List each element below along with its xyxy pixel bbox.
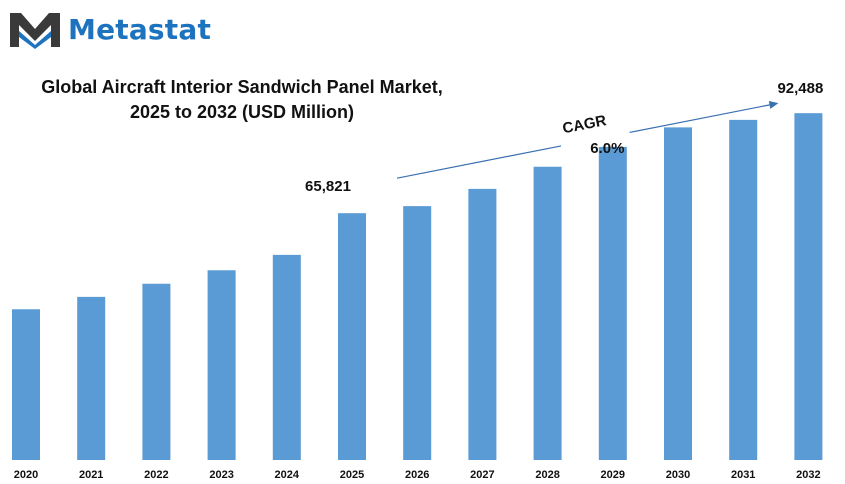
metastat-m-logo-icon: [10, 13, 60, 49]
cagr-annotation: CAGR 6.0%: [396, 100, 779, 179]
bar-2031: [729, 119, 758, 460]
chart-title-line-1: Global Aircraft Interior Sandwich Panel …: [41, 77, 442, 97]
bars-group: [12, 113, 823, 461]
bar-2030: [664, 127, 692, 460]
brand-logo: Metastat: [8, 8, 211, 50]
data-label-2032: 92,488: [777, 80, 823, 97]
x-tick-2025: 2025: [340, 469, 364, 481]
x-tick-2030: 2030: [666, 469, 690, 481]
x-tick-2031: 2031: [731, 469, 755, 481]
cagr-arrow-head: [768, 100, 779, 109]
x-tick-2024: 2024: [275, 469, 300, 481]
brand-name: Metastat: [68, 12, 212, 46]
bar-2028: [533, 166, 562, 460]
bar-2029: [598, 146, 627, 460]
x-tick-2023: 2023: [209, 469, 233, 481]
bar-2024: [272, 254, 301, 460]
cagr-arrow-line: [396, 145, 562, 179]
cagr-label: CAGR: [561, 112, 608, 137]
bar-2021: [77, 296, 106, 460]
cagr-value: 6.0%: [590, 140, 624, 157]
x-tick-2032: 2032: [796, 469, 820, 481]
data-labels: 65,821 92,488: [305, 80, 823, 195]
x-tick-2021: 2021: [79, 469, 103, 481]
bar-2025: [338, 213, 366, 460]
bar-2026: [403, 206, 432, 460]
bar-2027: [468, 188, 497, 460]
x-tick-2020: 2020: [14, 469, 38, 481]
chart-title-line-2: 2025 to 2032 (USD Million): [130, 102, 354, 122]
x-tick-2028: 2028: [535, 469, 559, 481]
bar-2023: [207, 270, 236, 460]
x-tick-labels: 2020 2021 2022 2023 2024 2025 2026 2027 2028 2029…: [14, 469, 821, 481]
bar-2022: [142, 283, 171, 460]
cagr-arrow-line-segment: [629, 104, 771, 134]
x-tick-2029: 2029: [601, 469, 625, 481]
x-tick-2022: 2022: [144, 469, 168, 481]
bar-2032: [794, 113, 823, 461]
x-tick-2027: 2027: [470, 469, 494, 481]
bar-2020: [12, 309, 40, 460]
x-tick-2026: 2026: [405, 469, 429, 481]
data-label-2025: 65,821: [305, 178, 351, 195]
